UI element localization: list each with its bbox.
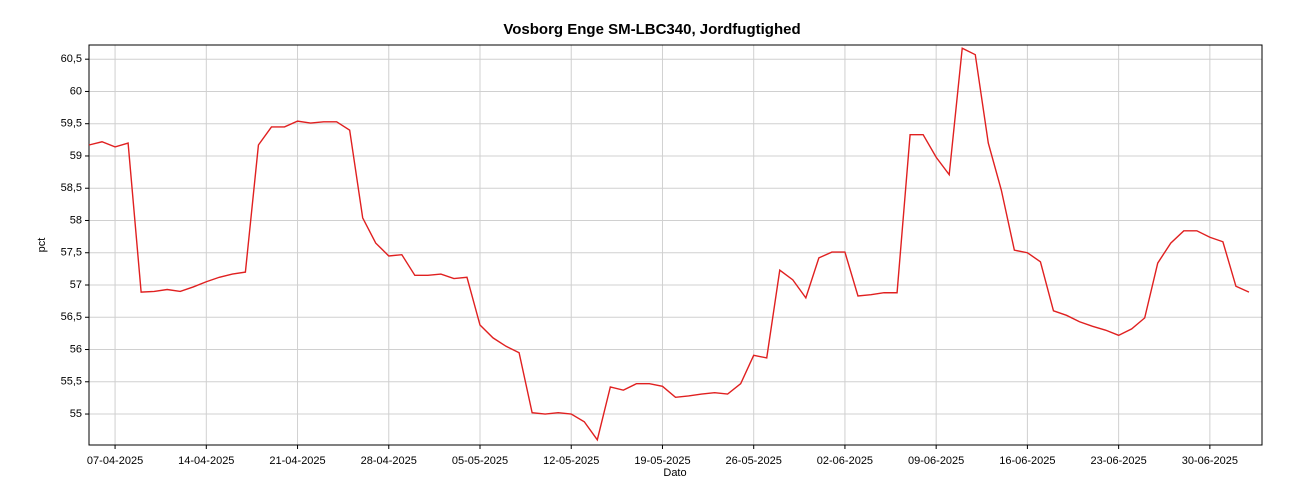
y-tick-label: 57,5	[61, 247, 82, 259]
y-tick-label: 55	[70, 408, 82, 420]
x-tick-label: 30-06-2025	[1182, 455, 1238, 467]
chart-title: Vosborg Enge SM-LBC340, Jordfugtighed	[503, 21, 800, 38]
y-tick-label: 59,5	[61, 118, 82, 130]
x-axis-label: Dato	[663, 467, 686, 479]
x-tick-label: 14-04-2025	[178, 455, 234, 467]
x-tick-label: 16-06-2025	[999, 455, 1055, 467]
x-tick-label: 23-06-2025	[1090, 455, 1146, 467]
x-tick-label: 26-05-2025	[726, 455, 782, 467]
x-tick-label: 12-05-2025	[543, 455, 599, 467]
y-axis-label: pct	[36, 238, 48, 253]
data-line	[88, 47, 1250, 442]
x-tick-label: 28-04-2025	[361, 455, 417, 467]
x-tick-label: 09-06-2025	[908, 455, 964, 467]
y-tick-label: 57	[70, 279, 82, 291]
x-tick-label: 05-05-2025	[452, 455, 508, 467]
x-tick-label: 07-04-2025	[87, 455, 143, 467]
y-tick-label: 60	[70, 85, 82, 97]
y-tick-label: 56,5	[61, 311, 82, 323]
x-tick-label: 21-04-2025	[269, 455, 325, 467]
y-tick-label: 60,5	[61, 53, 82, 65]
plot-frame	[88, 44, 1263, 446]
x-tick-label: 02-06-2025	[817, 455, 873, 467]
x-tick-label: 19-05-2025	[634, 455, 690, 467]
y-tick-label: 59	[70, 150, 82, 162]
y-tick-label: 58,5	[61, 182, 82, 194]
y-tick-label: 58	[70, 214, 82, 226]
y-tick-label: 56	[70, 343, 82, 355]
y-tick-label: 55,5	[61, 376, 82, 388]
